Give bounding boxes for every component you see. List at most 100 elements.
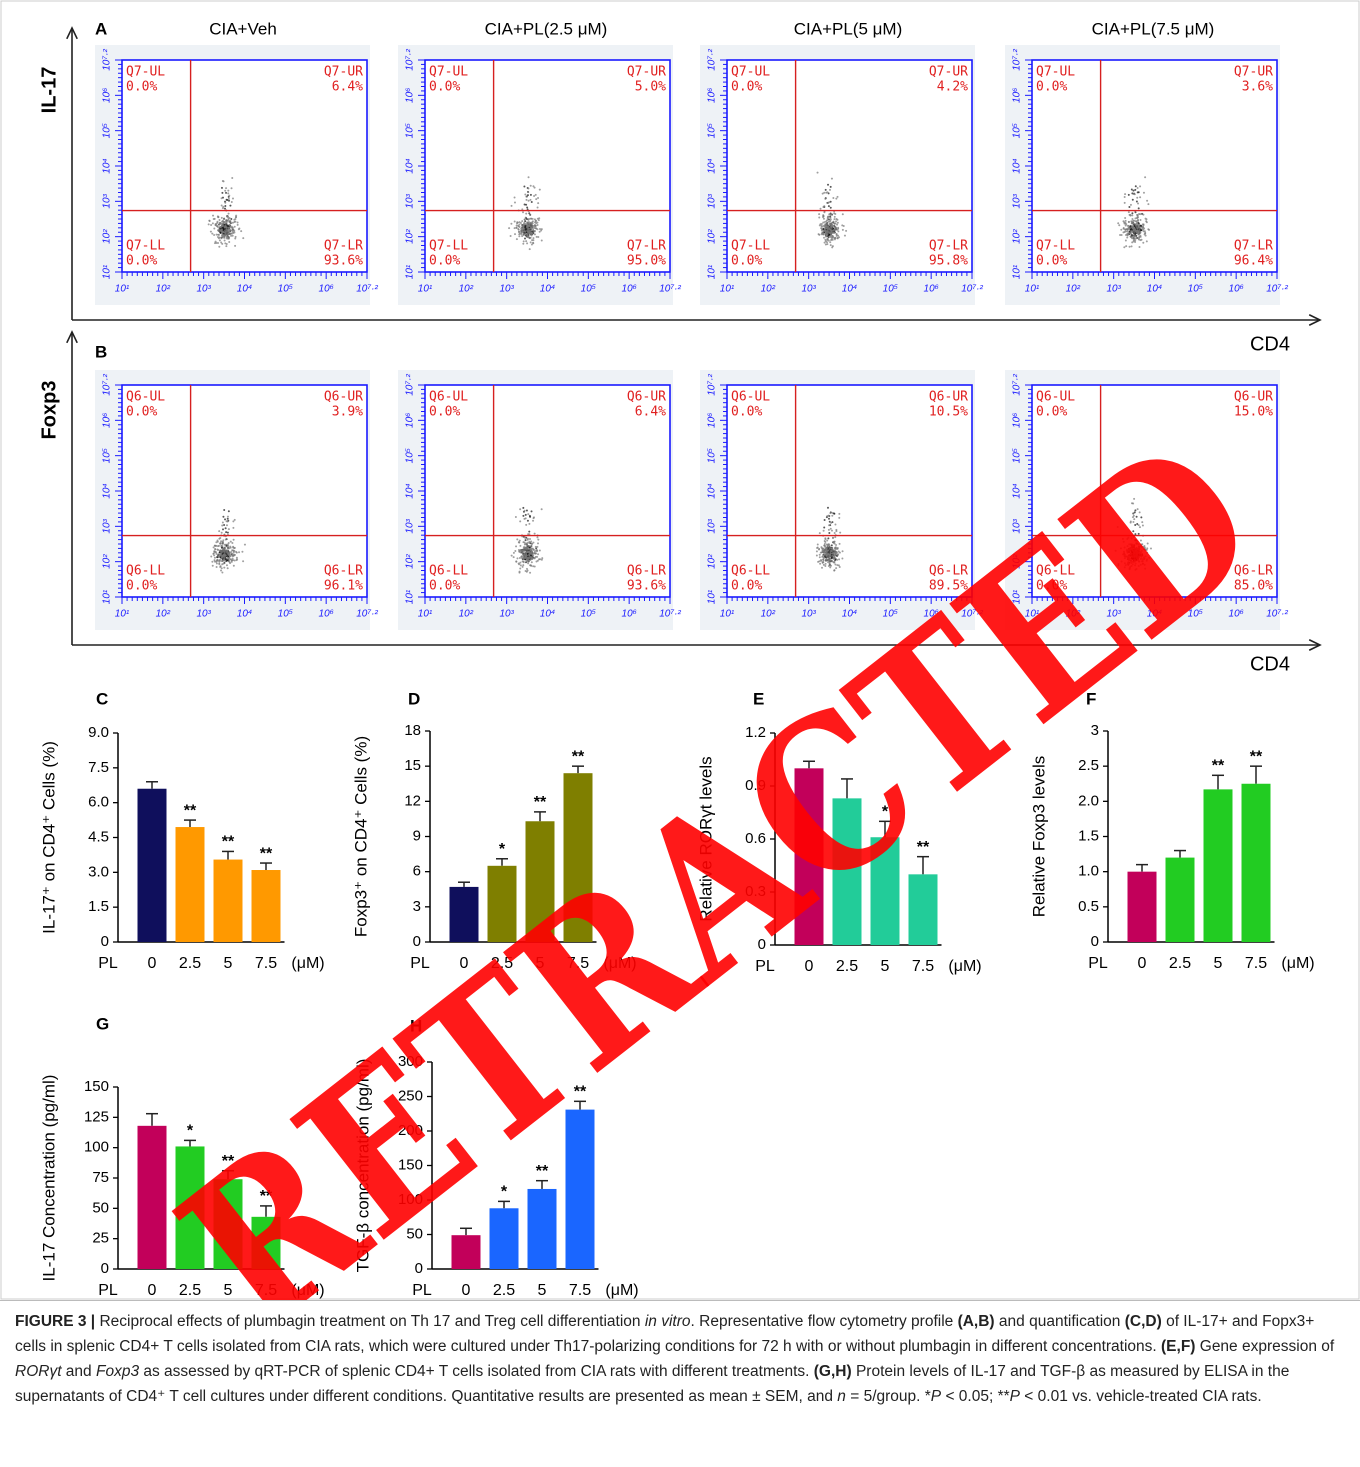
flow-x-tick-label: 10² [156, 609, 171, 620]
flow-event-dot [528, 531, 530, 533]
flow-event-dot [515, 516, 517, 518]
flow-event-dot [526, 544, 528, 546]
bar [1204, 789, 1233, 942]
flow-x-tick-label: 10³ [1106, 284, 1121, 295]
flow-event-dot [231, 187, 233, 189]
flow-y-tick-label: 10⁷·² [102, 49, 113, 71]
caption-segment: FIGURE 3 | [15, 1313, 95, 1330]
flow-event-dot [225, 187, 227, 189]
flow-event-dot [531, 545, 533, 547]
flow-y-tick-label: 10² [1012, 229, 1023, 244]
flow-event-dot [214, 551, 216, 553]
significance-marker: ** [572, 748, 585, 765]
flow-event-dot [1135, 237, 1137, 239]
flow-event-dot [216, 566, 218, 568]
flow-event-dot [529, 199, 531, 201]
flow-event-dot [227, 567, 229, 569]
flow-event-dot [528, 545, 530, 547]
flow-event-dot [818, 213, 820, 215]
flow-event-dot [1135, 225, 1137, 227]
flow-x-tick-label: 10³ [499, 284, 514, 295]
flow-event-dot [1142, 223, 1144, 225]
flow-event-dot [232, 222, 234, 224]
flow-event-dot [528, 200, 530, 202]
flow-event-dot [230, 222, 232, 224]
y-tick-label: 2.0 [1078, 792, 1099, 809]
flow-x-tick-label: 10⁷·² [1266, 284, 1288, 295]
flow-event-dot [1128, 211, 1130, 213]
flow-event-dot [531, 201, 533, 203]
flow-event-dot [515, 561, 517, 563]
panel-label: C [96, 689, 108, 708]
flow-event-dot [537, 207, 539, 209]
flow-event-dot [820, 227, 822, 229]
flow-x-label: CD4 [1250, 333, 1290, 355]
flow-event-dot [822, 558, 824, 560]
flow-event-dot [819, 556, 821, 558]
flow-event-dot [222, 543, 224, 545]
flow-event-dot [533, 195, 535, 197]
flow-event-dot [837, 222, 839, 224]
flow-event-dot [217, 215, 219, 217]
flow-event-dot [523, 553, 525, 555]
quadrant-percent: 3.6% [1242, 80, 1273, 95]
flow-event-dot [219, 550, 221, 552]
bar [252, 870, 281, 942]
flow-event-dot [822, 562, 824, 564]
flow-y-label: Foxp3 [38, 381, 60, 440]
flow-event-dot [830, 244, 832, 246]
flow-event-dot [514, 220, 516, 222]
flow-event-dot [833, 225, 835, 227]
flow-event-dot [836, 233, 838, 235]
flow-event-dot [224, 518, 226, 520]
flow-event-dot [824, 519, 826, 521]
flow-event-dot [825, 192, 827, 194]
flow-event-dot [518, 221, 520, 223]
flow-event-dot [830, 219, 832, 221]
flow-event-dot [831, 515, 833, 517]
flow-event-dot [221, 234, 223, 236]
flow-event-dot [227, 190, 229, 192]
flow-event-dot [222, 206, 224, 208]
flow-event-dot [536, 536, 538, 538]
bar [214, 860, 243, 942]
y-tick-label: 12 [404, 792, 421, 809]
flow-event-dot [537, 202, 539, 204]
flow-event-dot [230, 218, 232, 220]
flow-event-dot [530, 241, 532, 243]
flow-event-dot [237, 221, 239, 223]
flow-event-dot [222, 231, 224, 233]
flow-event-dot [820, 546, 822, 548]
flow-event-dot [222, 516, 224, 518]
flow-y-tick-label: 10⁵ [1012, 448, 1023, 463]
flow-x-tick-label: 10⁵ [1188, 284, 1203, 295]
caption-segment: (A,B) [958, 1313, 995, 1330]
flow-x-tick-label: 10³ [196, 609, 211, 620]
flow-event-dot [524, 510, 526, 512]
flow-event-dot [215, 545, 217, 547]
flow-event-dot [527, 235, 529, 237]
flow-event-dot [825, 240, 827, 242]
flow-event-dot [1118, 224, 1120, 226]
flow-event-dot [226, 237, 228, 239]
flow-event-dot [527, 557, 529, 559]
flow-y-tick-label: 10⁷·² [1012, 374, 1023, 396]
flow-event-dot [232, 555, 234, 557]
quadrant-percent: 0.0% [429, 405, 460, 420]
caption-segment: < 0.05; ** [941, 1388, 1010, 1405]
flow-event-dot [226, 524, 228, 526]
flow-x-tick-label: 10⁴ [1147, 284, 1162, 295]
flow-event-dot [518, 541, 520, 543]
flow-y-tick-label: 10⁵ [405, 448, 416, 463]
flow-event-dot [525, 524, 527, 526]
flow-event-dot [527, 520, 529, 522]
flow-event-dot [837, 237, 839, 239]
flow-x-tick-label: 10⁵ [278, 284, 293, 295]
flow-event-dot [223, 221, 225, 223]
flow-x-tick-label: 10¹ [115, 284, 130, 295]
flow-y-tick-label: 10⁶ [707, 88, 718, 103]
flow-y-tick-label: 10⁶ [1012, 413, 1023, 428]
flow-event-dot [821, 567, 823, 569]
flow-event-dot [522, 515, 524, 517]
flow-event-dot [218, 530, 220, 532]
